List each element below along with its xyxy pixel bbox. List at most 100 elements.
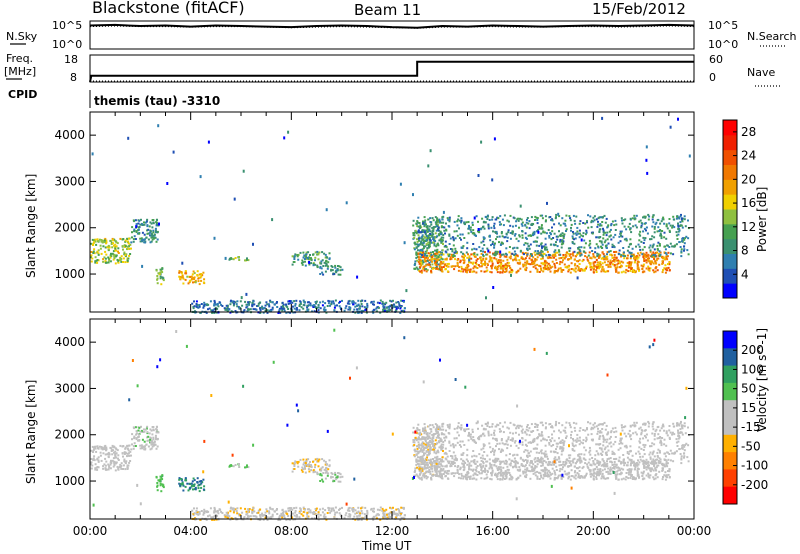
velocity-colorbar-tick-label: -50 [741, 439, 761, 453]
velocity-panel-ytick-label: 3000 [54, 381, 85, 395]
velocity-colorbar-tick-label: 50 [741, 382, 756, 396]
x-tick-label: 00:00 [73, 524, 108, 538]
velocity-colorbar-swatch [723, 486, 737, 505]
x-tick-label: 08:00 [274, 524, 309, 538]
power-panel-echo-region [178, 270, 206, 286]
x-tick-label: 16:00 [475, 524, 510, 538]
velocity-ylabel: Slant Range [km] [24, 379, 38, 484]
power-colorbar-tick-label: 20 [741, 172, 756, 186]
power-colorbar-tick-label: 24 [741, 149, 756, 163]
date-title: 15/Feb/2012 [592, 0, 686, 18]
power-colorbar-tick-label: 28 [741, 125, 756, 139]
power-colorbar-tick-label: 4 [741, 267, 749, 281]
power-colorbar-swatch [723, 134, 737, 151]
x-tick-label: 12:00 [375, 524, 410, 538]
freq-tick-bottom: 8 [70, 71, 77, 84]
power-colorbar-tick-label: 12 [741, 220, 756, 234]
power-colorbar-swatch [723, 283, 737, 299]
velocity-panel-echo-region [417, 420, 690, 465]
power-ylabel: Slant Range [km] [24, 173, 38, 278]
nave-label: Nave [747, 66, 776, 79]
nsearch-label: N.Search [747, 30, 797, 43]
x-tick-label: 20:00 [576, 524, 611, 538]
power-panel-ytick-label: 1000 [54, 267, 85, 281]
power-panel-sparse-echoes [91, 116, 691, 300]
power-panel-echo-region [417, 213, 690, 258]
nsearch-tick-bottom: 10^0 [708, 38, 739, 51]
velocity-panel-sparse-echoes [92, 328, 688, 507]
freq-tick-top: 18 [64, 53, 78, 66]
freq-unit-label: [MHz] [4, 65, 37, 78]
velocity-colorbar-swatch [723, 417, 737, 436]
power-colorbar-swatch [723, 149, 737, 165]
velocity-colorbar-swatch [723, 382, 737, 401]
velocity-colorbar-tick-label: -200 [741, 478, 768, 492]
power-panel-ytick-label: 2000 [54, 221, 85, 235]
power-panel-echo-region [291, 250, 331, 267]
freq-series [89, 60, 694, 83]
power-colorbar-swatch [723, 238, 737, 254]
power-panel-echo-region [316, 264, 344, 276]
velocity-panel-ytick-label: 2000 [54, 428, 85, 442]
x-tick-label: 00:00 [677, 524, 712, 538]
power-colorbar-swatch [723, 120, 737, 136]
velocity-panel-echo-region [90, 444, 132, 472]
beam-title: Beam 11 [354, 1, 422, 19]
power-panel-scatter [90, 116, 691, 314]
velocity-colorbar-swatch [723, 452, 737, 470]
power-colorbar-swatch [723, 223, 737, 240]
power-colorbar-label: Power [dB] [755, 186, 769, 252]
cpid-label: CPID [8, 88, 38, 101]
noise-series-nsky [89, 23, 695, 29]
power-colorbar-tick-label: 8 [741, 244, 749, 258]
power-panel-frame [89, 111, 695, 313]
velocity-panel-echo-region [130, 425, 160, 451]
noise-panel-frame [89, 20, 695, 50]
power-colorbar-swatch [723, 209, 737, 225]
nsky-tick-top: 10^5 [52, 19, 83, 32]
x-tick-label: 04:00 [173, 524, 208, 538]
velocity-colorbar-swatch [723, 469, 737, 488]
nsearch-tick-top: 10^5 [708, 19, 739, 32]
velocity-panel-echo-region [191, 506, 406, 521]
power-panel-echo-region [191, 299, 406, 314]
power-panel-echo-region [155, 267, 165, 286]
velocity-panel-echo-region [228, 463, 250, 469]
velocity-panel-ytick-label: 1000 [54, 474, 85, 488]
nave-tick-top: 60 [709, 53, 723, 66]
power-colorbar-swatch [723, 194, 737, 210]
power-colorbar-swatch [723, 179, 737, 195]
power-panel-ytick-label: 4000 [54, 128, 85, 142]
velocity-colorbar-frame [722, 330, 738, 505]
velocity-colorbar-tick-label: 100 [741, 362, 764, 376]
velocity-colorbar-tick-label: -100 [741, 459, 768, 473]
nsky-label: N.Sky [6, 30, 38, 43]
velocity-colorbar-swatch [723, 331, 737, 349]
power-colorbar-swatch [723, 253, 737, 269]
nsky-tick-bottom: 10^0 [52, 38, 83, 51]
velocity-panel-echo-region [155, 474, 165, 493]
velocity-colorbar-swatch [723, 348, 737, 367]
station-title: Blackstone (fitACF) [92, 0, 245, 17]
velocity-panel-frame [89, 318, 695, 520]
power-colorbar-swatch [723, 268, 737, 284]
power-colorbar-swatch [723, 164, 737, 180]
power-panel-echo-region [130, 218, 160, 244]
power-panel-ytick-label: 3000 [54, 174, 85, 188]
velocity-panel-echo-region [291, 457, 331, 474]
nave-tick-bottom: 0 [709, 71, 716, 84]
power-colorbar-frame [722, 119, 738, 299]
velocity-panel-ytick-label: 4000 [54, 335, 85, 349]
power-panel-echo-region [90, 237, 132, 265]
velocity-panel-echo-region [316, 471, 344, 483]
velocity-colorbar-label: Velocity [m s^-1] [755, 327, 769, 432]
freq-panel-frame [89, 54, 695, 83]
velocity-panel-scatter [90, 328, 690, 521]
velocity-colorbar-tick-label: -15 [741, 420, 761, 434]
velocity-colorbar-swatch [723, 365, 737, 384]
power-panel-echo-region [228, 256, 250, 262]
velocity-panel-echo-region [417, 457, 671, 481]
velocity-colorbar-swatch [723, 434, 737, 453]
velocity-panel-echo-region [178, 477, 206, 493]
